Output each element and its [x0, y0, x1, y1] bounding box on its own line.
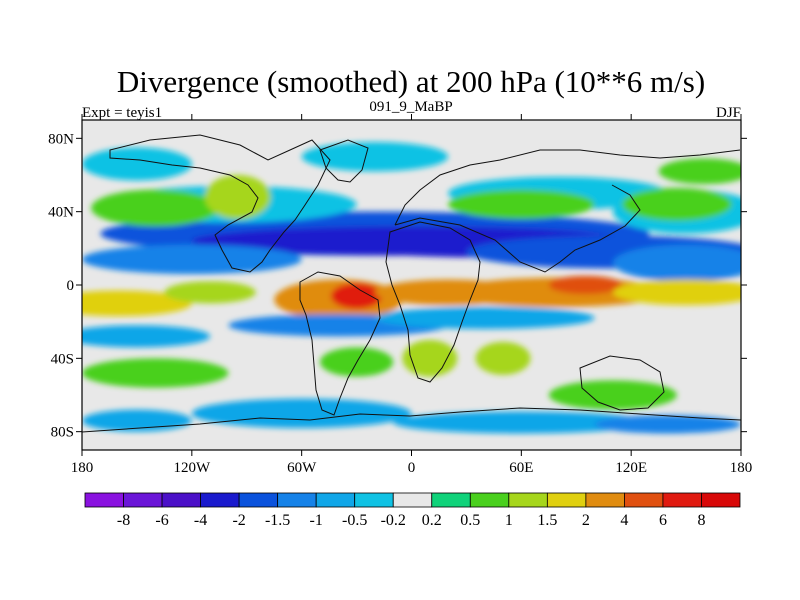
field-patch [475, 341, 531, 375]
field-patch [82, 325, 211, 348]
colorbar-swatch [277, 492, 317, 508]
colorbar-swatch [469, 492, 510, 508]
colorbar-label: -1 [310, 512, 323, 529]
field-patch [82, 358, 229, 388]
y-tick-label: 0 [67, 278, 75, 294]
continent-outlines [82, 134, 741, 433]
outline-north-america [109, 134, 331, 273]
field-patch [622, 187, 732, 221]
colorbar-swatch [585, 492, 625, 508]
colorbar-swatch [701, 492, 741, 508]
colorbar-swatch [84, 492, 124, 508]
colorbar-swatch [354, 492, 394, 508]
colorbar-label: 1.5 [537, 512, 557, 529]
x-tick-label: 60E [509, 460, 533, 476]
colorbar-label: -0.5 [342, 512, 367, 529]
x-tick-label: 180 [71, 460, 94, 476]
colorbar-label: 1 [505, 512, 513, 529]
x-tick-label: 180 [730, 460, 753, 476]
field-patch [91, 189, 220, 227]
field-patch [164, 281, 256, 304]
outline-eurasia [394, 149, 741, 273]
colorbar-label: 8 [697, 512, 705, 529]
field-patch [658, 158, 741, 185]
field-patch [374, 307, 595, 329]
colorbar-label: 2 [582, 512, 590, 529]
colorbar-label: 0.2 [422, 512, 442, 529]
colorbar-swatch [238, 492, 279, 508]
field-patch [204, 175, 271, 219]
field-patch [82, 244, 302, 274]
center-label: 091_9_MaBP [369, 99, 452, 115]
outline-antarctica [82, 407, 741, 433]
colorbar-swatch [431, 492, 471, 508]
colorbar-label: 6 [659, 512, 667, 529]
field-patch [548, 275, 623, 295]
x-tick-label: 120E [615, 460, 647, 476]
field-patch [82, 147, 192, 181]
field-patch [402, 340, 458, 377]
colorbar-swatch [662, 492, 702, 508]
field-patch [301, 142, 449, 172]
colorbar: -8 -6 -4 -2 -1.5 -1 -0.5 -0.2 0.2 0.5 1 1.5 2 4 6 8 [84, 492, 741, 529]
colorbar-swatch [161, 492, 201, 508]
outline-africa [385, 221, 481, 383]
y-axis: 80N 40N 0 40S 80S [48, 131, 747, 441]
colorbar-label: -2 [232, 512, 245, 529]
outline-greenland [319, 139, 369, 183]
x-tick-label: 0 [408, 460, 416, 476]
field-patch [612, 279, 741, 306]
outline-australia [579, 355, 665, 411]
colorbar-label: 4 [620, 512, 628, 529]
outline-south-america [299, 271, 381, 416]
field-patch [594, 415, 741, 434]
colorbar-label: 0.5 [460, 512, 480, 529]
field-patch [548, 380, 677, 410]
field-patch [82, 290, 192, 317]
field-patch [393, 411, 650, 434]
colorbar-label: -0.2 [381, 512, 406, 529]
x-tick-label: 60W [287, 460, 317, 476]
field-patch [330, 283, 383, 309]
colorbar-swatch [392, 492, 433, 508]
right-label: DJF [716, 105, 741, 121]
field-patch [191, 398, 412, 429]
y-tick-label: 40N [48, 205, 74, 221]
x-tick-label: 120W [173, 460, 211, 476]
colorbar-label: -6 [155, 512, 168, 529]
colorbar-swatch [123, 492, 163, 508]
left-label: Expt = teyis1 [82, 105, 162, 121]
x-axis: 180 120W 60W 0 60E 120E 180 [71, 114, 753, 476]
colorbar-label: -1.5 [265, 512, 290, 529]
colorbar-swatch [546, 492, 587, 508]
colorbar-swatch [624, 492, 664, 508]
chart-title: Divergence (smoothed) at 200 hPa (10**6 … [117, 64, 705, 99]
map-plot-area [81, 119, 742, 451]
y-tick-label: 80S [51, 425, 74, 441]
y-tick-label: 40S [51, 351, 74, 367]
colorbar-label: -4 [194, 512, 207, 529]
y-tick-label: 80N [48, 131, 74, 147]
colorbar-swatch [315, 492, 356, 508]
colorbar-label: -8 [117, 512, 130, 529]
field-patch [448, 189, 595, 219]
colorbar-swatch [508, 492, 548, 508]
colorbar-swatch [200, 492, 240, 508]
divergence-field [82, 142, 741, 434]
field-patch [612, 244, 741, 282]
